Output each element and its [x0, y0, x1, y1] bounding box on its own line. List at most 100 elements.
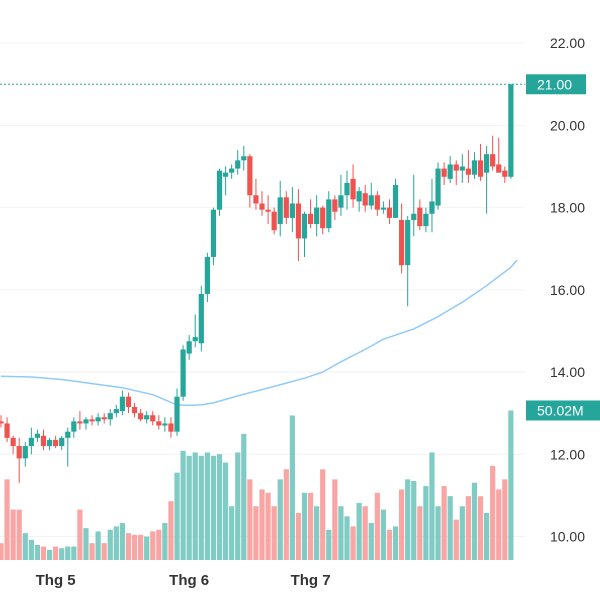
candle-body [399, 219, 405, 266]
candle [131, 402, 138, 418]
candle [162, 417, 168, 432]
moving-average-layer [0, 259, 518, 407]
candle [320, 205, 326, 235]
volume-bar [332, 479, 338, 560]
candle [65, 427, 71, 467]
candle-body [144, 415, 150, 420]
volume-bar [34, 544, 41, 560]
candle-body [362, 193, 368, 206]
volume-bar [447, 496, 453, 560]
volume-bar [229, 506, 235, 560]
candle-body [320, 207, 326, 229]
candle [156, 415, 162, 430]
candle-body [222, 172, 229, 177]
volume-bar [0, 543, 4, 560]
candle-body [271, 211, 277, 231]
volume-bar [40, 546, 47, 560]
volume-bar [59, 548, 65, 560]
volume-bar [204, 452, 210, 560]
candle-body [380, 207, 387, 210]
candle [229, 164, 235, 179]
volume-bar [295, 512, 302, 560]
candle-body [301, 213, 308, 239]
candle-body [77, 421, 83, 424]
candle [34, 429, 41, 442]
volume-bar [4, 479, 10, 560]
candle-body [471, 160, 478, 175]
candle [307, 199, 314, 229]
candle-body [508, 84, 514, 177]
candle [174, 388, 180, 436]
volume-bar [162, 523, 168, 560]
candle [277, 180, 283, 237]
y-tick-label: 18.00 [550, 200, 585, 216]
candle-body [71, 421, 77, 432]
candle-body [131, 407, 138, 414]
candle-body [386, 207, 393, 218]
volume-bar [392, 526, 399, 560]
candle [295, 189, 302, 262]
candle-body [83, 419, 89, 424]
candle [271, 207, 277, 235]
last-price-line-layer: 21.00 [0, 74, 586, 95]
last-volume-tag [526, 400, 600, 421]
volume-bar [144, 536, 150, 560]
candle [447, 156, 453, 183]
candlestick-series [0, 84, 514, 484]
candle-body [16, 446, 22, 459]
volume-bar [150, 531, 156, 560]
candle-body [338, 195, 344, 208]
candle [332, 195, 338, 220]
candle [119, 390, 125, 416]
candle [77, 411, 83, 430]
candle [411, 174, 417, 237]
candle-body [28, 437, 34, 447]
candle-body [502, 170, 508, 177]
candle [477, 143, 484, 181]
volume-bar [362, 506, 368, 560]
candle [125, 392, 132, 414]
y-tick-label: 22.00 [550, 35, 585, 51]
last-price-label: 21.00 [537, 76, 572, 92]
volume-bar [429, 452, 435, 560]
candle [40, 429, 47, 451]
candle [186, 335, 192, 360]
candle [265, 195, 271, 225]
candle [326, 191, 332, 233]
candle-body [89, 419, 95, 422]
candle [374, 191, 380, 216]
volume-bar [247, 479, 253, 560]
candle [247, 154, 253, 208]
volume-bar [113, 526, 119, 560]
volume-bar [46, 549, 53, 560]
candle [338, 174, 344, 216]
candle-body [40, 435, 47, 447]
volume-bar [477, 496, 484, 560]
candle [180, 345, 186, 401]
candle [204, 252, 210, 303]
volume-bar [265, 492, 271, 560]
candle [380, 201, 387, 214]
volume-bar [344, 516, 350, 560]
candle [362, 185, 368, 212]
candle [441, 162, 447, 185]
volume-bar [307, 492, 314, 560]
y-tick-label: 12.00 [550, 446, 585, 462]
candle [465, 150, 471, 183]
candle-body [216, 170, 223, 210]
volume-bars [0, 410, 514, 560]
volume-bar [16, 509, 22, 560]
volume-bar [417, 506, 423, 560]
candle-body [259, 203, 265, 210]
candle [0, 415, 4, 428]
volume-bar [423, 486, 429, 560]
volume-bar [241, 434, 247, 560]
candle [113, 404, 119, 418]
candle-body [350, 178, 356, 200]
candle [459, 154, 465, 183]
candle [198, 285, 204, 352]
volume-bar [22, 533, 28, 560]
volume-bar [502, 479, 508, 560]
candle [53, 435, 59, 449]
